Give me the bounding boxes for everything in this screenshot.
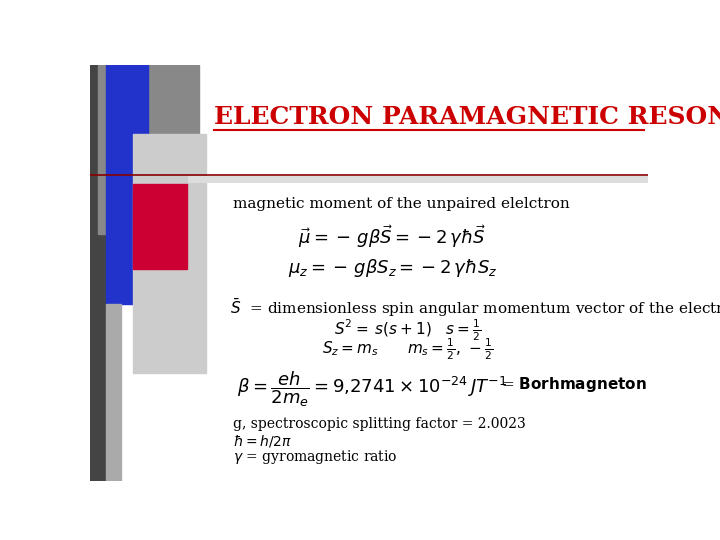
Text: magnetic moment of the unpaired elelctron: magnetic moment of the unpaired elelctro… [233,197,570,211]
Text: $\gamma$ = gyromagnetic ratio: $\gamma$ = gyromagnetic ratio [233,448,398,466]
Bar [98,65,199,234]
Bar [106,303,121,481]
Text: $S^2 = \; s(s+1) \quad s = \frac{1}{2}$: $S^2 = \; s(s+1) \quad s = \frac{1}{2}$ [334,318,482,343]
Text: ELECTRON PARAMAGNETIC RESONANCE: ELECTRON PARAMAGNETIC RESONANCE [214,105,720,129]
Bar [132,184,187,269]
Text: $\vec{\mu} = -\,g\beta\vec{S} = -2\,\gamma\hbar\vec{S}$: $\vec{\mu} = -\,g\beta\vec{S} = -2\,\gam… [298,222,486,249]
Text: $\bar{S}$  = dimensionless spin angular momentum vector of the electron: $\bar{S}$ = dimensionless spin angular m… [230,298,720,320]
Text: $S_z = m_s \qquad m_s = \frac{1}{2},\,-\frac{1}{2}$: $S_z = m_s \qquad m_s = \frac{1}{2},\,-\… [322,336,493,362]
Bar [106,65,148,303]
Text: $\mu_z = -\,g\beta S_z = -2\,\gamma\hbar S_z$: $\mu_z = -\,g\beta S_z = -2\,\gamma\hbar… [287,257,497,279]
Text: $\hbar = h/2\pi$: $\hbar = h/2\pi$ [233,433,292,449]
Text: g, spectroscopic splitting factor = 2.0023: g, spectroscopic splitting factor = 2.00… [233,417,526,431]
Bar [132,134,206,373]
Bar [90,65,112,481]
Text: = $\mathbf{Borhmagneton}$: = $\mathbf{Borhmagneton}$ [500,375,647,394]
Text: $\beta = \dfrac{eh}{2m_e} = 9{,}2741\times10^{-24}\,JT^{-1}$: $\beta = \dfrac{eh}{2m_e} = 9{,}2741\tim… [238,369,508,409]
